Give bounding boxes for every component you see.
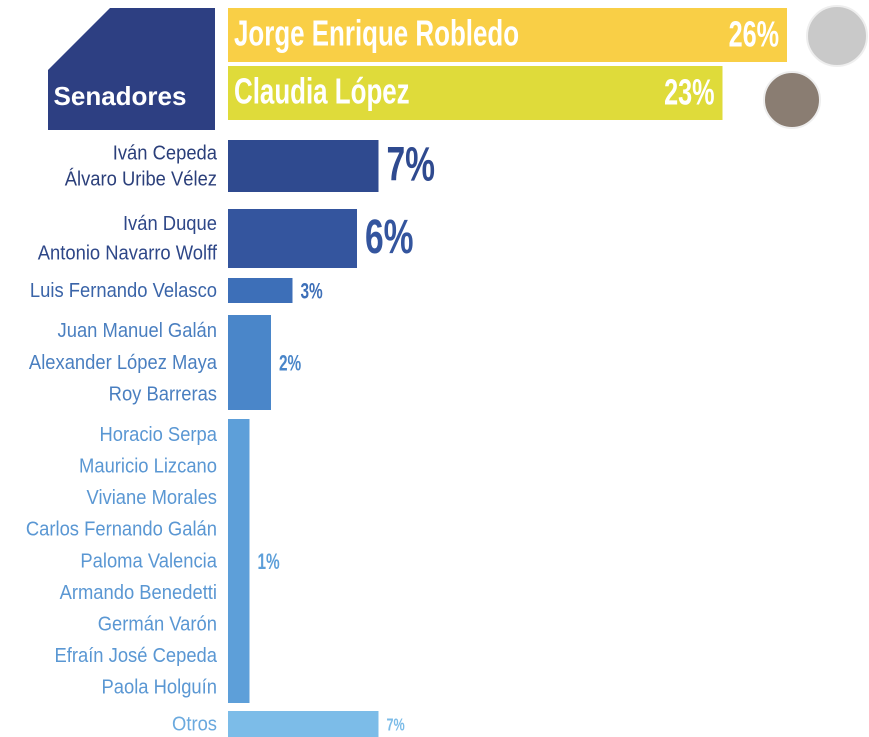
bar: [228, 8, 787, 62]
bar: [228, 209, 357, 268]
bar-name: Efraín José Cepeda: [54, 645, 217, 667]
bar-name: Germán Varón: [98, 614, 217, 636]
bar: [228, 278, 293, 303]
bar-name: Carlos Fernando Galán: [26, 519, 217, 541]
bar-name: Viviane Morales: [87, 488, 217, 510]
bar-name: Álvaro Uribe Vélez: [65, 169, 217, 191]
bar-name: Antonio Navarro Wolff: [38, 243, 218, 265]
value-label: 7%: [387, 716, 405, 736]
bar-name: Roy Barreras: [109, 384, 217, 406]
bar: [228, 140, 379, 192]
bar-name: Mauricio Lizcano: [79, 456, 217, 478]
value-label: 7%: [387, 137, 436, 191]
bar-name: Paloma Valencia: [80, 551, 217, 573]
bar: [228, 419, 250, 703]
photo: [763, 71, 821, 129]
bar-name: Iván Duque: [123, 213, 217, 235]
bar-name: Otros: [172, 714, 217, 736]
value-label: 1%: [258, 550, 280, 574]
value-label: 23%: [664, 72, 714, 113]
bar-name: Jorge Enrique Robledo: [234, 13, 519, 53]
bar-name: Paola Holguín: [101, 677, 217, 699]
bar-name: Alexander López Maya: [29, 352, 217, 374]
value-label: 2%: [279, 352, 301, 376]
bar: [228, 711, 379, 737]
bar: [228, 315, 271, 410]
bar-name: Luis Fernando Velasco: [30, 280, 217, 302]
chart-title: Senadores: [54, 81, 187, 111]
bar-name: Juan Manuel Galán: [58, 320, 217, 342]
bar-name: Armando Benedetti: [60, 582, 217, 604]
photo: [806, 5, 868, 67]
bar: [228, 66, 723, 120]
value-label: 26%: [729, 14, 779, 55]
bar-name: Iván Cepeda: [113, 143, 218, 165]
value-label: 3%: [301, 280, 323, 304]
bar-name: Claudia López: [234, 71, 410, 111]
value-label: 6%: [365, 209, 414, 263]
bar-name: Horacio Serpa: [99, 424, 217, 446]
title-box: [48, 8, 215, 130]
